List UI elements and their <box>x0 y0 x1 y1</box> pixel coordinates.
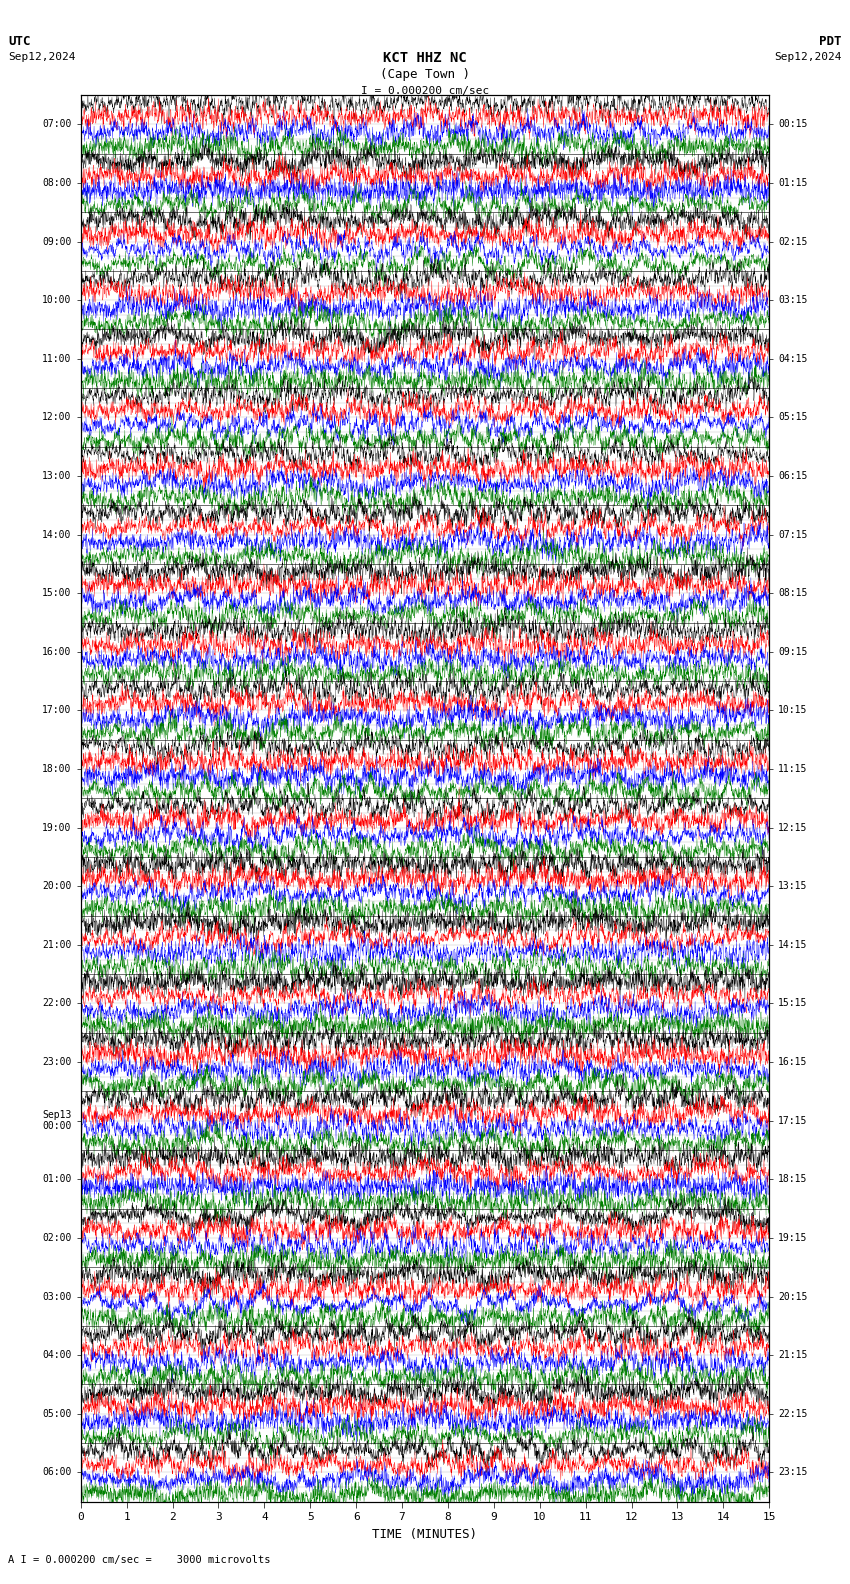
X-axis label: TIME (MINUTES): TIME (MINUTES) <box>372 1527 478 1541</box>
Text: A I = 0.000200 cm/sec =    3000 microvolts: A I = 0.000200 cm/sec = 3000 microvolts <box>8 1555 271 1565</box>
Text: I = 0.000200 cm/sec: I = 0.000200 cm/sec <box>361 86 489 95</box>
Text: UTC: UTC <box>8 35 31 48</box>
Text: KCT HHZ NC: KCT HHZ NC <box>383 51 467 65</box>
Text: Sep12,2024: Sep12,2024 <box>774 52 842 62</box>
Text: Sep12,2024: Sep12,2024 <box>8 52 76 62</box>
Text: (Cape Town ): (Cape Town ) <box>380 68 470 81</box>
Text: PDT: PDT <box>819 35 842 48</box>
